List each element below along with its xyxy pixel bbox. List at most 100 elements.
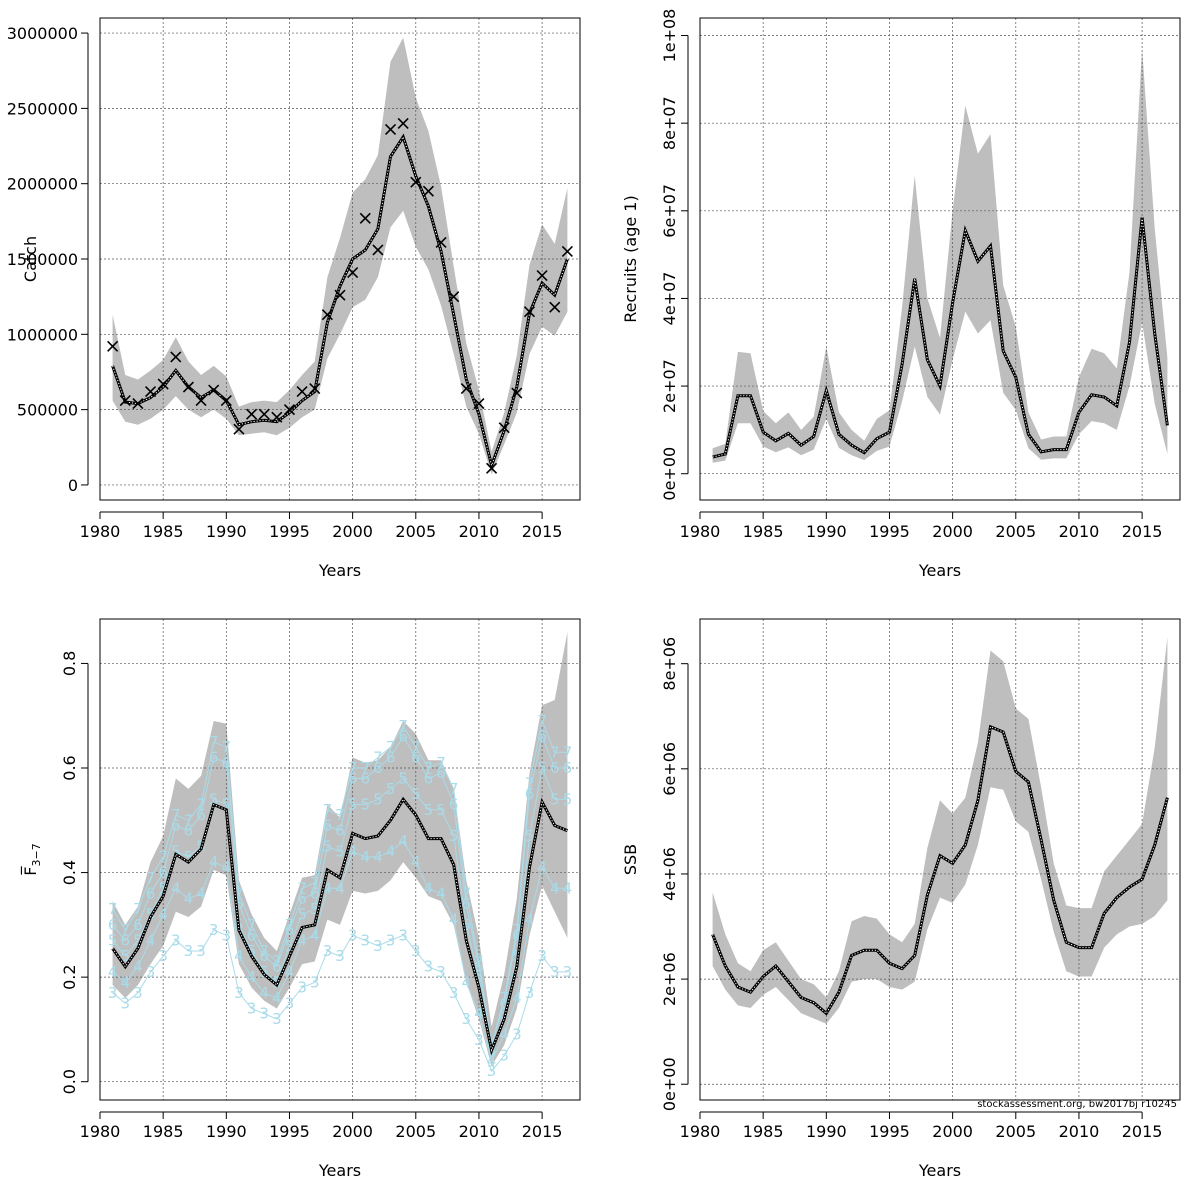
x-tick-label: 1985 (143, 522, 184, 541)
y-tick-label: 1500000 (7, 250, 78, 269)
age-7-label: 7 (537, 712, 547, 730)
age-6-label: 6 (323, 817, 333, 835)
age-7-label: 7 (436, 754, 446, 772)
age-4-label: 4 (512, 989, 522, 1007)
age-5-label: 5 (373, 790, 383, 808)
age-7-label: 7 (550, 743, 560, 761)
age-5-label: 5 (133, 932, 143, 950)
x-tick-label: 2005 (995, 522, 1036, 541)
observed-point (170, 351, 182, 363)
age-5-label: 5 (310, 900, 320, 918)
age-4-label: 4 (449, 911, 459, 929)
age-5-label: 5 (108, 932, 118, 950)
x-tick-label: 2010 (1059, 1122, 1100, 1141)
age-6-label: 6 (424, 769, 434, 787)
y-tick-label: 8e+06 (660, 637, 679, 691)
age-5-label: 5 (386, 780, 396, 798)
y-tick-label: 4e+07 (660, 272, 679, 326)
plot-frame (699, 618, 1181, 1101)
x-tick-label: 1985 (743, 522, 784, 541)
x-axis-label: Years (918, 561, 961, 580)
age-6-label: 6 (436, 764, 446, 782)
age-3-label: 3 (525, 984, 535, 1002)
age-3-label: 3 (323, 942, 333, 960)
age-7-label: 7 (386, 738, 396, 756)
age-5-label: 5 (158, 879, 168, 897)
age-5-label: 5 (474, 968, 484, 986)
age-3-label: 3 (146, 963, 156, 981)
observed-point (347, 266, 359, 279)
age-3-label: 3 (348, 926, 358, 944)
estimate-line-dots (712, 726, 1168, 1015)
age-6-label: 6 (474, 958, 484, 976)
age-5-label: 5 (424, 801, 434, 819)
age-5-label: 5 (335, 843, 345, 861)
age-4-label: 4 (259, 984, 269, 1002)
x-tick-label: 1980 (680, 1122, 721, 1141)
x-tick-label: 2000 (932, 522, 973, 541)
observed-point (271, 411, 283, 423)
y-tick-label: 2000000 (7, 175, 78, 194)
age-3-label: 3 (386, 932, 396, 950)
age-3-label: 3 (171, 932, 181, 950)
age-7-label: 7 (348, 759, 358, 777)
observed-point (119, 395, 131, 407)
age-6-label: 6 (184, 822, 194, 840)
age-3-label: 3 (436, 963, 446, 981)
age-4-label: 4 (563, 879, 573, 897)
observed-point (220, 395, 232, 407)
age-5-label: 5 (247, 942, 257, 960)
observed-point (309, 382, 321, 395)
y-tick-label: 0.0 (60, 1069, 79, 1094)
y-tick-label: 6e+07 (660, 184, 679, 238)
observed-point (422, 185, 434, 197)
y-tick-label: 2500000 (7, 99, 78, 118)
age-7-label: 7 (209, 733, 219, 751)
observed-point (511, 387, 523, 399)
age-3-label: 3 (411, 942, 421, 960)
age-4-label: 4 (196, 884, 206, 902)
age-6-label: 6 (209, 749, 219, 767)
y-tick-label: 6e+06 (660, 742, 679, 796)
age-4-label: 4 (474, 1005, 484, 1023)
age-4-label: 4 (348, 843, 358, 861)
age-7-label: 7 (360, 759, 370, 777)
age-7-label: 7 (323, 801, 333, 819)
age-7-label: 7 (449, 780, 459, 798)
age-7-label: 7 (285, 916, 295, 934)
age-7-label: 7 (335, 806, 345, 824)
age-7-label: 7 (272, 952, 282, 970)
age-4-label: 4 (272, 989, 282, 1007)
age-3-label: 3 (360, 932, 370, 950)
confidence-band (112, 37, 568, 475)
x-tick-label: 1985 (143, 1122, 184, 1141)
age-6-label: 6 (373, 759, 383, 777)
age-5-label: 5 (563, 790, 573, 808)
age-4-label: 4 (424, 879, 434, 897)
x-tick-label: 2000 (332, 522, 373, 541)
age-3-label: 3 (133, 984, 143, 1002)
observed-point (321, 309, 333, 321)
observed-point (536, 270, 548, 282)
age-4-label: 4 (525, 911, 535, 929)
age-6-label: 6 (411, 749, 421, 767)
age-5-label: 5 (537, 759, 547, 777)
x-tick-label: 2010 (459, 1122, 500, 1141)
age-4-label: 4 (398, 832, 408, 850)
age-3-label: 3 (108, 984, 118, 1002)
age-6-label: 6 (386, 749, 396, 767)
age-3-label: 3 (259, 1005, 269, 1023)
x-tick-label: 2015 (522, 1122, 563, 1141)
x-tick-label: 2015 (522, 522, 563, 541)
age-4-label: 4 (171, 879, 181, 897)
age-3-label: 3 (424, 958, 434, 976)
age-5-label: 5 (297, 905, 307, 923)
observed-point (473, 398, 485, 410)
age-4-label: 4 (222, 858, 232, 876)
age-5-label: 5 (222, 796, 232, 814)
age-6-label: 6 (449, 796, 459, 814)
age-5-label: 5 (398, 769, 408, 787)
age-5-label: 5 (436, 801, 446, 819)
age-7-label: 7 (234, 884, 244, 902)
age-7-label: 7 (184, 811, 194, 829)
